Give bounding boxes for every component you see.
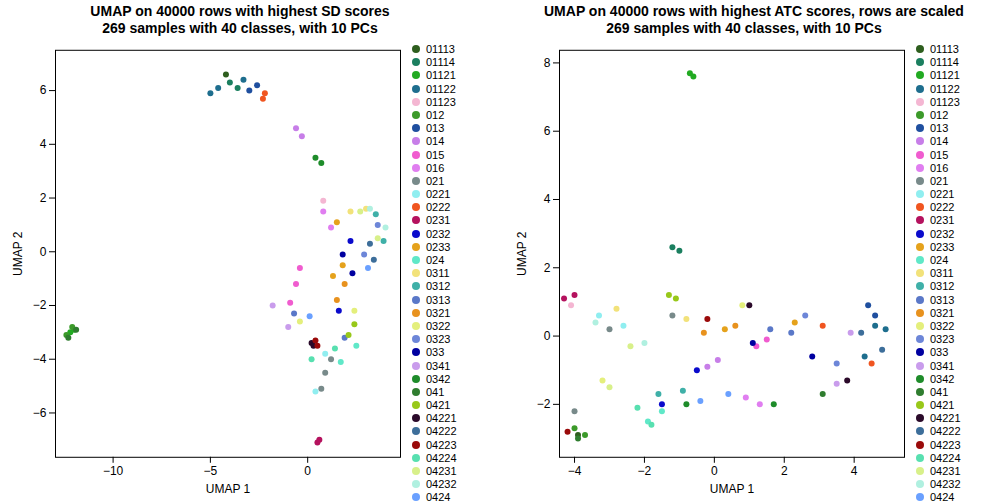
html-text:0313: 0313 — [426, 293, 451, 306]
html-text:0322: 0322 — [930, 320, 955, 332]
html-text:0231: 0231 — [426, 214, 451, 227]
html-text:0421: 0421 — [426, 399, 451, 412]
html-text:016: 016 — [426, 161, 445, 174]
svg-text:6: 6 — [40, 84, 47, 98]
svg-text:−6: −6 — [33, 406, 47, 420]
html-text:01123: 01123 — [930, 95, 960, 108]
svg-text:−5: −5 — [204, 464, 218, 478]
svg-text:0: 0 — [544, 329, 551, 343]
html-text:0341: 0341 — [426, 359, 451, 372]
html-text:0322: 0322 — [426, 320, 451, 332]
html-text:04224: 04224 — [930, 451, 961, 464]
html-text:0313: 0313 — [930, 293, 955, 306]
html-text:04232: 04232 — [426, 478, 457, 491]
html-text:01121: 01121 — [930, 69, 960, 82]
svg-text:UMAP 1: UMAP 1 — [710, 483, 755, 497]
html-text:04223: 04223 — [426, 438, 457, 451]
html-text:04221: 04221 — [426, 412, 457, 425]
html-text:0222: 0222 — [930, 201, 955, 214]
html-text:041: 041 — [426, 385, 445, 398]
svg-text:UMAP 1: UMAP 1 — [206, 483, 251, 497]
html-text:0311: 0311 — [426, 267, 450, 280]
html-text:0221: 0221 — [426, 188, 451, 201]
html-text:0312: 0312 — [426, 280, 451, 293]
html-text:269 samples with 40 classes, w: 269 samples with 40 classes, with 10 PCs — [606, 20, 882, 36]
html-text:0323: 0323 — [930, 333, 955, 346]
html-text:041: 041 — [930, 385, 949, 398]
html-text:04231: 04231 — [930, 465, 961, 477]
html-text:0321: 0321 — [426, 306, 451, 319]
html-text:021: 021 — [930, 174, 949, 187]
html-text:014: 014 — [930, 135, 949, 148]
svg-text:2: 2 — [781, 464, 788, 478]
html-text:0321: 0321 — [930, 306, 955, 319]
svg-text:−2: −2 — [33, 299, 47, 313]
html-text:0221: 0221 — [930, 188, 955, 201]
svg-text:−4: −4 — [568, 464, 582, 478]
html-text:0323: 0323 — [426, 333, 451, 346]
html-text:0232: 0232 — [930, 227, 955, 240]
html-text:0424: 0424 — [930, 491, 955, 504]
html-text:024: 024 — [426, 254, 445, 266]
html-text:012: 012 — [426, 109, 445, 121]
html-text:033: 033 — [426, 346, 445, 359]
svg-text:0: 0 — [40, 245, 47, 259]
html-text:01113: 01113 — [930, 43, 959, 55]
svg-text:2: 2 — [40, 191, 47, 205]
svg-text:2: 2 — [544, 261, 551, 275]
html-text:04223: 04223 — [930, 438, 961, 451]
svg-text:0: 0 — [711, 464, 718, 478]
html-text:0342: 0342 — [426, 372, 451, 385]
html-text:016: 016 — [930, 161, 949, 174]
svg-text:−2: −2 — [638, 464, 652, 478]
svg-text:UMAP 2: UMAP 2 — [515, 232, 529, 277]
html-text:013: 013 — [930, 122, 949, 135]
html-text:01122: 01122 — [930, 82, 960, 95]
html-text:UMAP on 40000 rows with highes: UMAP on 40000 rows with highest ATC scor… — [544, 3, 964, 19]
html-text:0342: 0342 — [930, 372, 955, 385]
html-text:0421: 0421 — [930, 399, 955, 412]
html-text:0232: 0232 — [426, 227, 451, 240]
html-text:0312: 0312 — [930, 280, 955, 293]
html-text:04231: 04231 — [426, 465, 457, 477]
html-text:04222: 04222 — [930, 425, 961, 438]
html-text:024: 024 — [930, 254, 949, 266]
html-text:0341: 0341 — [930, 359, 955, 372]
svg-text:−4: −4 — [33, 353, 47, 367]
svg-text:−10: −10 — [103, 464, 124, 478]
html-text:0231: 0231 — [930, 214, 955, 227]
html-text:033: 033 — [930, 346, 949, 359]
html-text:04222: 04222 — [426, 425, 457, 438]
html-text:01122: 01122 — [426, 82, 456, 95]
html-text:0233: 0233 — [426, 240, 451, 253]
html-text:015: 015 — [426, 148, 445, 161]
html-text:UMAP on 40000 rows with highes: UMAP on 40000 rows with highest SD score… — [90, 3, 390, 19]
html-text:01114: 01114 — [930, 56, 959, 69]
svg-text:4: 4 — [851, 464, 858, 478]
svg-text:4: 4 — [544, 193, 551, 207]
svg-text:−2: −2 — [537, 398, 551, 412]
html-text:01123: 01123 — [426, 95, 456, 108]
html-text:01121: 01121 — [426, 69, 456, 82]
html-text:015: 015 — [930, 148, 949, 161]
html-text:04221: 04221 — [930, 412, 961, 425]
svg-text:6: 6 — [544, 124, 551, 138]
html-text:04232: 04232 — [930, 478, 961, 491]
html-text:012: 012 — [930, 109, 949, 121]
html-text:0424: 0424 — [426, 491, 451, 504]
html-text:021: 021 — [426, 174, 445, 187]
html-text:04224: 04224 — [426, 451, 457, 464]
html-text:0311: 0311 — [930, 267, 954, 280]
html-text:01114: 01114 — [426, 56, 455, 69]
svg-text:8: 8 — [544, 56, 551, 70]
html-text:269 samples with 40 classes, w: 269 samples with 40 classes, with 10 PCs — [102, 20, 378, 36]
svg-text:0: 0 — [304, 464, 311, 478]
html-text:013: 013 — [426, 122, 445, 135]
html-text:01113: 01113 — [426, 43, 455, 55]
html-text:0233: 0233 — [930, 240, 955, 253]
html-text:014: 014 — [426, 135, 445, 148]
svg-text:4: 4 — [40, 138, 47, 152]
html-text:0222: 0222 — [426, 201, 451, 214]
svg-text:UMAP 2: UMAP 2 — [11, 232, 25, 277]
